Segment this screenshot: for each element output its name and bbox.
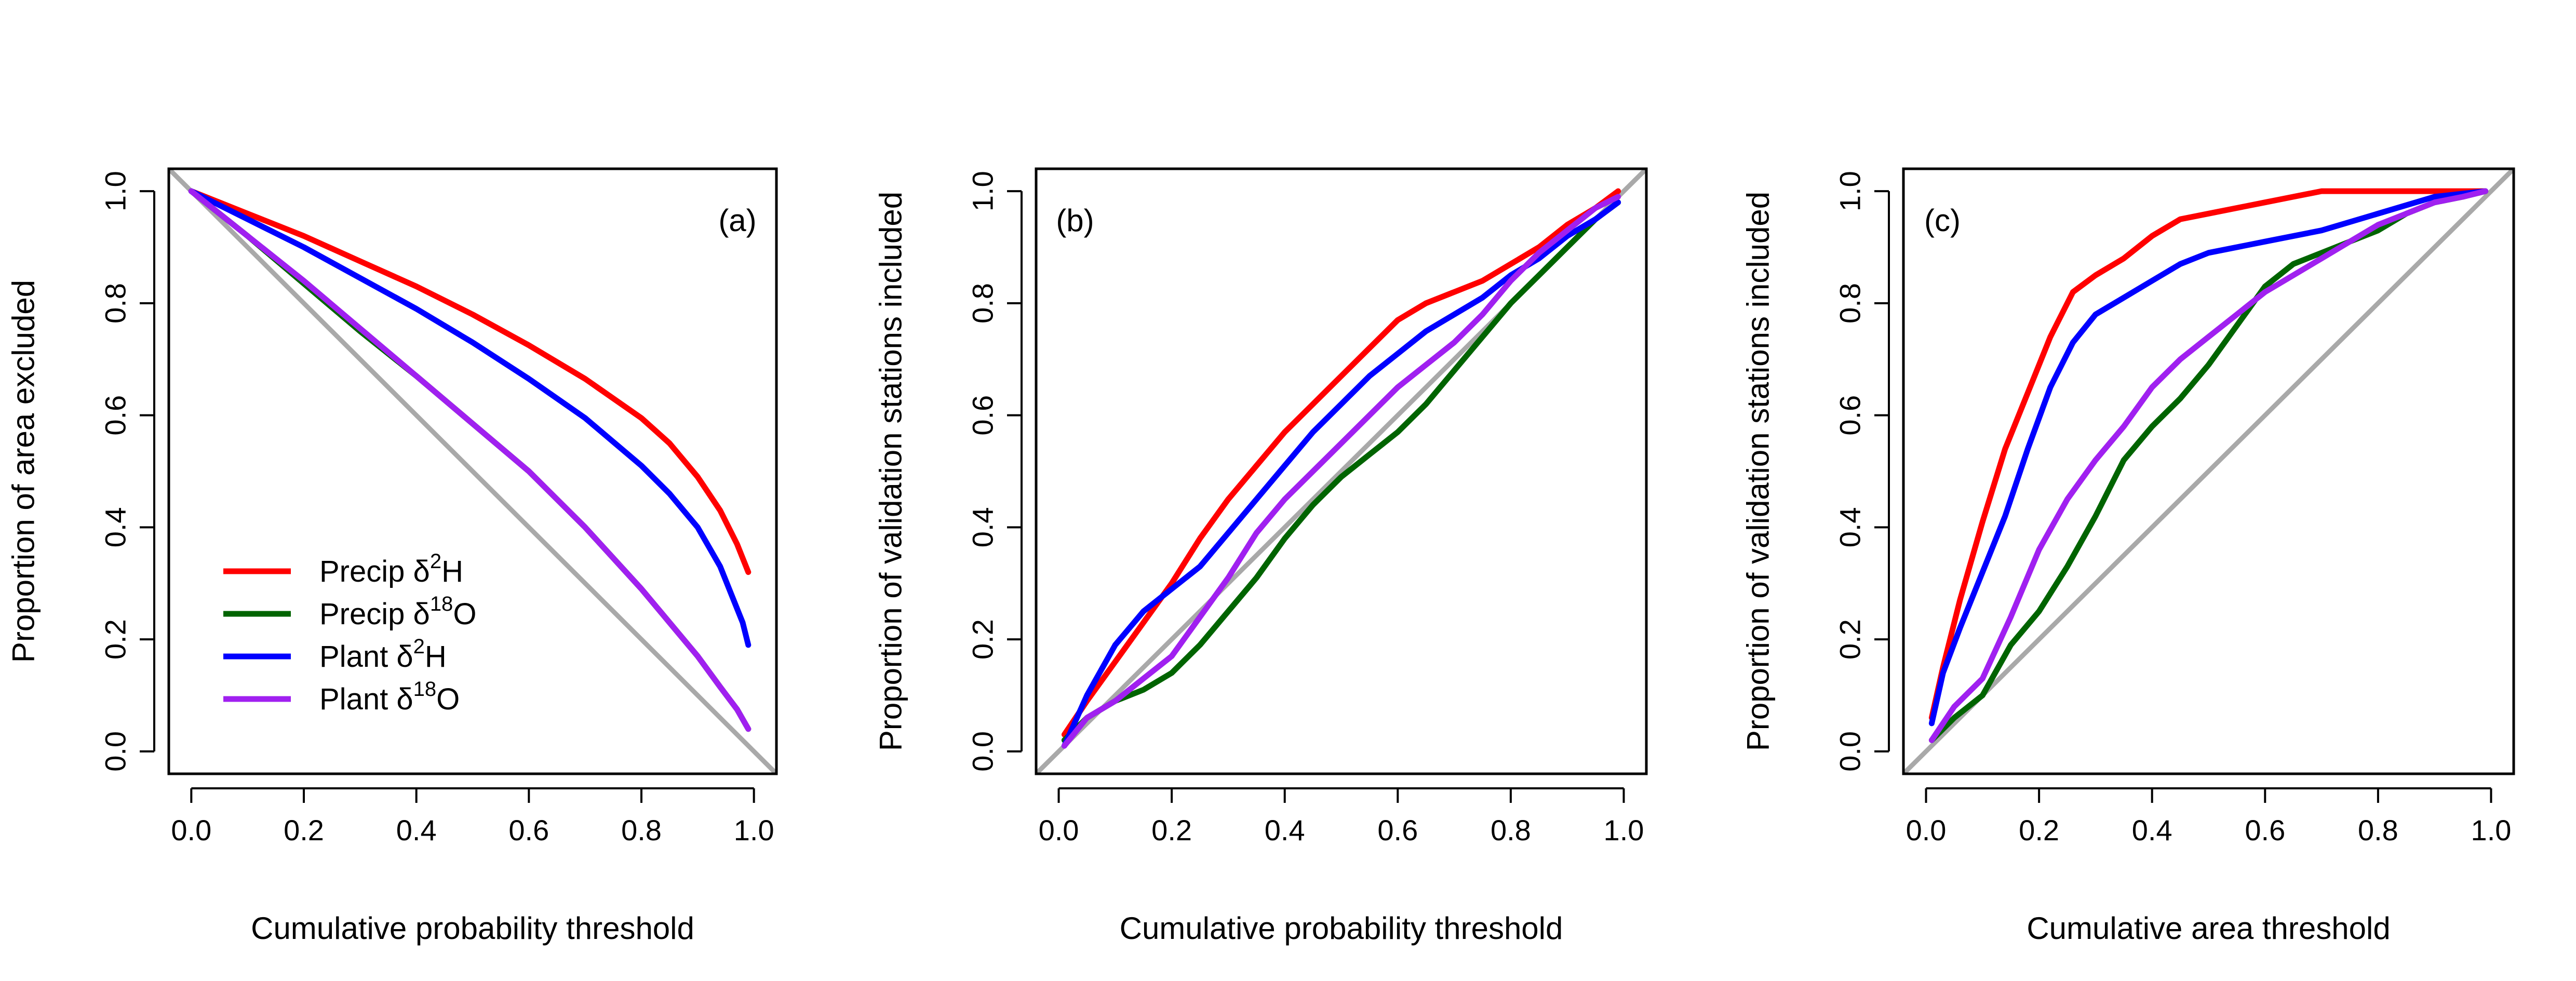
y-axis: 0.0 0.2 0.4 0.6 0.8 1.0 Proportion of validati… [874,171,1023,772]
y-axis-title: Proportion of area excluded [6,280,41,663]
y-tick-label: 0.4 [967,507,999,547]
x-tick-label: 0.2 [284,814,324,846]
plot-frame [1035,167,1648,775]
series-line-plant-d2h [188,188,752,648]
x-tick-label: 0.2 [2019,814,2059,846]
x-tick-label: 0.4 [1265,814,1305,846]
y-tick-label: 1.0 [1834,171,1867,211]
y-tick-label: 0.8 [99,283,132,324]
y-axis-title: Proportion of validation stations includ… [1741,192,1776,751]
series-line-plant-d2h [1928,188,2489,727]
series-line-precip-d2h [188,188,752,575]
y-tick-label: 1.0 [99,171,132,211]
plot-area [1036,169,1646,774]
y-tick-label: 0.6 [1834,395,1867,436]
panels: 0.0 0.2 0.4 0.6 0.8 1.0 Cumulative probability… [6,167,2515,946]
plot-area [169,169,776,774]
legend-label: Plant δ18O [319,678,460,716]
x-tick-label: 0.8 [621,814,662,846]
series-line-plant-d18o [188,188,752,732]
x-axis: 0.0 0.2 0.4 0.6 0.8 1.0 Cumulative area thresh… [1906,787,2512,946]
x-tick-label: 1.0 [2471,814,2512,846]
x-tick-label: 0.4 [2132,814,2172,846]
series-line-precip-d18o [1061,199,1621,743]
x-tick-label: 0.2 [1151,814,1192,846]
x-tick-label: 0.8 [1491,814,1531,846]
x-tick-label: 0.6 [508,814,549,846]
x-axis-title: Cumulative area threshold [2027,911,2390,946]
y-tick-label: 1.0 [967,171,999,211]
legend-label: Precip δ2H [319,550,463,588]
reference-line [169,169,776,774]
x-axis-title: Cumulative probability threshold [251,911,694,946]
y-axis: 0.0 0.2 0.4 0.6 0.8 1.0 Proportion of area exc… [6,171,155,772]
x-tick-label: 0.6 [2245,814,2285,846]
plot-area [1903,169,2514,774]
y-tick-label: 0.0 [99,731,132,772]
panel-tag: (c) [1924,203,1961,238]
x-tick-label: 0.8 [2358,814,2398,846]
y-tick-label: 0.2 [967,619,999,660]
x-tick-label: 0.6 [1377,814,1418,846]
series-line-precip-d2h [1061,188,1621,737]
series-line-plant-d18o [1928,188,2489,743]
y-tick-label: 0.6 [967,395,999,436]
panel-tag: (b) [1056,203,1094,238]
x-tick-label: 1.0 [1604,814,1644,846]
series-line-precip-d2h [1928,188,2489,721]
panel-c: 0.0 0.2 0.4 0.6 0.8 1.0 Cumulative area thresh… [1741,167,2515,946]
x-tick-label: 0.4 [396,814,437,846]
legend-item-precip-d18o: Precip δ18O [223,593,476,631]
panel-b: 0.0 0.2 0.4 0.6 0.8 1.0 Cumulative probability… [874,167,1648,946]
y-tick-label: 0.4 [99,507,132,547]
plot-frame [167,167,778,775]
legend-label: Precip δ18O [319,593,476,631]
reference-line [1903,169,2514,774]
panel-a: 0.0 0.2 0.4 0.6 0.8 1.0 Cumulative probability… [6,167,778,946]
y-tick-label: 0.2 [1834,619,1867,660]
series-line-plant-d18o [1061,194,1621,749]
legend-item-plant-d2h: Plant δ2H [223,635,447,674]
legend-item-precip-d2h: Precip δ2H [223,550,463,588]
legend: Precip δ2H Precip δ18O Plant δ2H Plant δ18O [223,550,476,716]
y-tick-label: 0.0 [967,731,999,772]
x-axis: 0.0 0.2 0.4 0.6 0.8 1.0 Cumulative probability… [1039,787,1644,946]
y-axis: 0.0 0.2 0.4 0.6 0.8 1.0 Proportion of validati… [1741,171,1890,772]
legend-item-plant-d18o: Plant δ18O [223,678,460,716]
y-tick-label: 0.4 [1834,507,1867,547]
x-tick-label: 1.0 [734,814,774,846]
y-tick-label: 0.6 [99,395,132,436]
y-tick-label: 0.8 [967,283,999,324]
x-axis: 0.0 0.2 0.4 0.6 0.8 1.0 Cumulative probability… [171,787,774,946]
y-tick-label: 0.0 [1834,731,1867,772]
x-tick-label: 0.0 [171,814,211,846]
plot-frame [1902,167,2515,775]
x-tick-label: 0.0 [1906,814,1947,846]
y-tick-label: 0.8 [1834,283,1867,324]
y-tick-label: 0.2 [99,619,132,660]
y-axis-title: Proportion of validation stations includ… [874,192,908,751]
legend-label: Plant δ2H [319,635,447,674]
panel-tag: (a) [718,203,756,238]
x-axis-title: Cumulative probability threshold [1120,911,1563,946]
x-tick-label: 0.0 [1039,814,1079,846]
